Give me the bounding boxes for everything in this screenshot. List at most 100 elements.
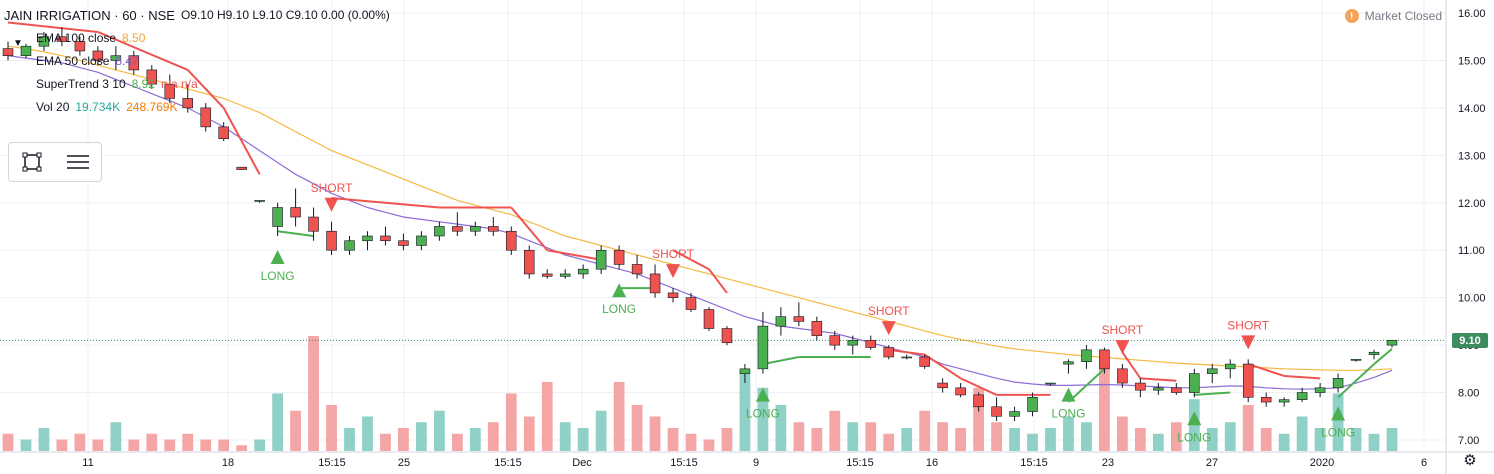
y-tick-label: 13.00: [1458, 150, 1486, 162]
long-signal-arrow: [270, 249, 285, 264]
volume-bar: [865, 422, 877, 451]
candle-body: [56, 36, 68, 42]
candle-body: [1099, 349, 1110, 370]
candle-body: [1242, 363, 1254, 398]
volume-bar: [1063, 416, 1074, 451]
volume-bar: [1206, 428, 1218, 451]
volume-bar: [739, 370, 751, 451]
volume-bar: [128, 439, 140, 451]
y-tick-label: 14.00: [1458, 103, 1486, 115]
candle-body: [793, 316, 805, 322]
x-tick-label: 15:15: [494, 457, 522, 469]
volume-bar: [218, 439, 230, 451]
candle-body: [883, 347, 894, 358]
short-signal-arrow: [881, 321, 896, 336]
candle-body: [1027, 396, 1038, 412]
rectangle-tool-icon[interactable]: [20, 150, 44, 174]
volume-bar: [469, 428, 481, 451]
last-price-tag: 9.10: [1452, 333, 1488, 348]
candle-body: [649, 273, 661, 294]
short-signal-label: SHORT: [1227, 318, 1269, 332]
candle-body: [559, 273, 571, 277]
candle-body: [1332, 378, 1344, 389]
candle-body: [1171, 387, 1182, 393]
x-tick-label: 15:15: [670, 457, 698, 469]
legend-volume[interactable]: Vol 20 19.734K 248.769K: [4, 96, 390, 119]
candle-body: [128, 55, 140, 71]
candle-body: [1063, 361, 1074, 365]
candle-body: [452, 226, 463, 232]
x-tick-label: 25: [398, 457, 410, 469]
volume-bar: [236, 445, 248, 451]
volume-bar: [1332, 393, 1344, 451]
volume-bar: [775, 405, 787, 451]
volume-bar: [1027, 433, 1038, 451]
short-signal-arrow: [1241, 335, 1256, 350]
candle-body: [577, 268, 589, 275]
short-signal-arrow: [324, 197, 339, 212]
long-signal-arrow: [1061, 387, 1076, 402]
volume-bar: [1224, 422, 1236, 451]
settings-gear-icon[interactable]: ⚙: [1463, 452, 1477, 469]
candle-body: [631, 264, 643, 275]
volume-bar: [56, 439, 68, 451]
volume-bar: [1314, 428, 1326, 451]
candle-body: [524, 249, 535, 275]
long-signal-label: LONG: [1051, 407, 1085, 421]
candle-body: [757, 325, 769, 370]
x-tick-label: 16: [926, 457, 938, 469]
volume-bar: [901, 428, 913, 451]
x-tick-label: 23: [1102, 457, 1114, 469]
volume-bar: [541, 382, 553, 451]
candle-body: [1117, 368, 1128, 384]
chevron-down-icon[interactable]: ▼: [13, 37, 23, 49]
long-signal-label: LONG: [1321, 426, 1355, 440]
legend-ema100[interactable]: EMA 100 close 8.50: [4, 27, 390, 50]
volume-bar: [254, 439, 266, 451]
volume-value-2: 248.769K: [126, 100, 178, 114]
legend-supertrend[interactable]: SuperTrend 3 10 8.92 n/a n/a: [4, 73, 390, 96]
volume-bar: [847, 422, 859, 451]
volume-bar: [631, 405, 643, 451]
ema100-value: 8.50: [122, 31, 146, 45]
volume-bar: [991, 422, 1002, 451]
text-lines-tool-icon[interactable]: [66, 150, 90, 174]
volume-bar: [523, 416, 535, 451]
y-tick-label: 10.00: [1458, 293, 1486, 305]
volume-bar: [1134, 428, 1146, 451]
candle-body: [110, 55, 122, 61]
volume-bar: [182, 433, 194, 451]
volume-bar: [595, 410, 607, 451]
market-status-label: Market Closed: [1364, 9, 1442, 23]
supertrend-segment: [97, 31, 189, 71]
candle-body: [829, 335, 841, 346]
volume-bar: [685, 433, 697, 451]
x-tick-label: 9: [753, 457, 759, 469]
x-tick-label: Dec: [572, 457, 592, 469]
short-signal-arrow: [1115, 340, 1130, 355]
legend-ema50[interactable]: EMA 50 close 8.47: [4, 50, 390, 73]
volume-bar: [290, 410, 301, 451]
ema50-label: EMA 50 close: [36, 54, 110, 68]
warning-icon: !: [1344, 9, 1359, 23]
volume-value-1: 19.734K: [75, 100, 121, 114]
supertrend-segment: [1121, 351, 1142, 379]
candle-body: [74, 41, 86, 52]
volume-bar: [326, 405, 337, 451]
volume-bar: [1242, 405, 1254, 451]
market-status[interactable]: ! Market Closed: [1344, 9, 1442, 23]
symbol-title[interactable]: JAIN IRRIGATION · 60 · NSE: [4, 8, 175, 23]
chart-legend: JAIN IRRIGATION · 60 · NSE O9.10 H9.10 L…: [4, 4, 390, 119]
candle-body: [164, 83, 176, 99]
candle-body: [973, 394, 984, 408]
volume-bar: [721, 428, 733, 451]
candle-body: [1296, 392, 1308, 400]
candle-body: [290, 207, 301, 218]
candle-body: [272, 207, 283, 227]
volume-bar: [1099, 364, 1110, 451]
candle-body: [919, 356, 930, 367]
volume-bar: [344, 428, 355, 451]
long-signal-label: LONG: [746, 407, 780, 421]
candle-body: [20, 45, 32, 57]
